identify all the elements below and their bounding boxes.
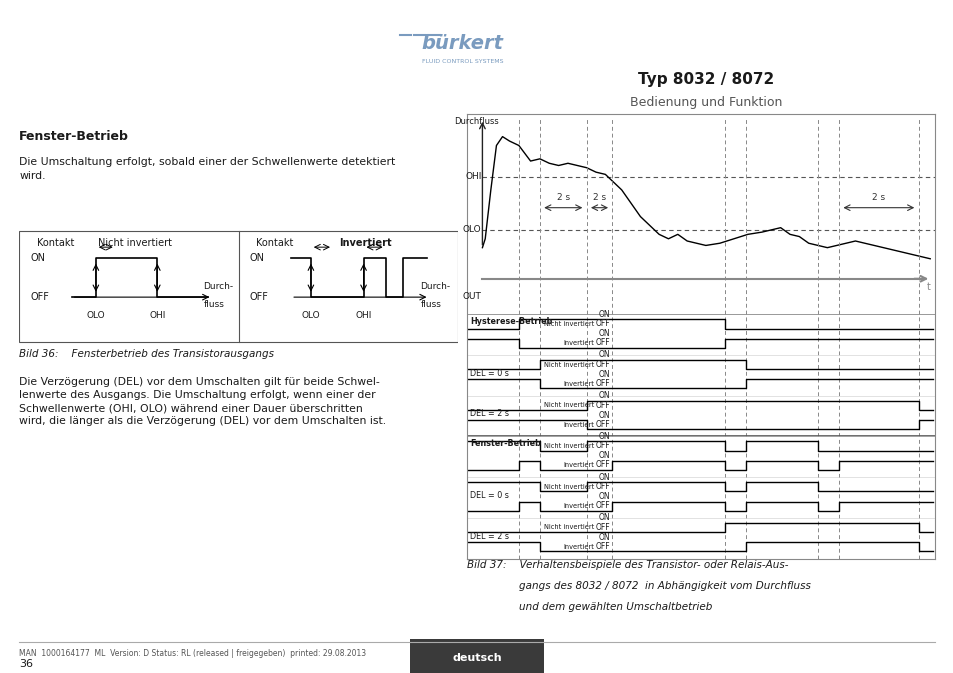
Text: OFF: OFF — [250, 292, 268, 302]
Text: ON: ON — [598, 411, 609, 420]
Text: ON: ON — [598, 310, 609, 319]
Text: OFF: OFF — [595, 400, 609, 410]
Text: OFF: OFF — [595, 379, 609, 388]
Text: Invertiert: Invertiert — [563, 462, 594, 468]
Text: Nicht invertiert: Nicht invertiert — [544, 484, 594, 490]
Text: 2 s: 2 s — [557, 192, 569, 202]
Text: OFF: OFF — [595, 339, 609, 347]
Text: Nicht invertiert: Nicht invertiert — [544, 361, 594, 367]
Text: Invertiert: Invertiert — [339, 238, 392, 248]
Text: Kontakt: Kontakt — [36, 238, 74, 248]
Text: OFF: OFF — [595, 542, 609, 551]
Text: ON: ON — [598, 370, 609, 379]
Text: FLUID CONTROL SYSTEMS: FLUID CONTROL SYSTEMS — [421, 59, 503, 63]
Text: Bild 37:    Verhaltensbeispiele des Transistor- oder Relais-Aus-: Bild 37: Verhaltensbeispiele des Transis… — [467, 560, 788, 570]
Text: OHI: OHI — [465, 172, 481, 181]
Text: ON: ON — [598, 472, 609, 482]
Text: Fenster-Betrieb: Fenster-Betrieb — [19, 130, 129, 143]
Text: DEL = 0 s: DEL = 0 s — [469, 369, 508, 378]
Text: Bedienung und Funktion: Bedienung und Funktion — [629, 96, 781, 108]
Text: ON: ON — [250, 253, 264, 263]
Text: gangs des 8032 / 8072  in Abhängigkeit vom Durchfluss: gangs des 8032 / 8072 in Abhängigkeit vo… — [467, 581, 810, 591]
Text: Nicht invertiert: Nicht invertiert — [544, 443, 594, 449]
Text: Die Umschaltung erfolgt, sobald einer der Schwellenwerte detektiert
wird.: Die Umschaltung erfolgt, sobald einer de… — [19, 157, 395, 180]
Text: ON: ON — [598, 513, 609, 522]
Text: 2 s: 2 s — [871, 192, 884, 202]
Text: Invertiert: Invertiert — [563, 544, 594, 550]
Text: Nicht invertiert: Nicht invertiert — [544, 402, 594, 409]
Text: Fenster-Betrieb: Fenster-Betrieb — [469, 439, 540, 448]
Text: Bild 36:    Fensterbetrieb des Transistorausgangs: Bild 36: Fensterbetrieb des Transistorau… — [19, 349, 274, 359]
Text: ON: ON — [598, 391, 609, 400]
Text: Invertiert: Invertiert — [563, 381, 594, 387]
Text: ON: ON — [30, 253, 45, 263]
Text: ON: ON — [598, 533, 609, 542]
Text: OFF: OFF — [595, 482, 609, 491]
Text: OFF: OFF — [595, 460, 609, 469]
Text: DEL = 2 s: DEL = 2 s — [469, 409, 508, 419]
Text: ON: ON — [598, 329, 609, 339]
Text: OFF: OFF — [595, 441, 609, 450]
Text: Durchfluss: Durchfluss — [454, 117, 498, 126]
Text: OFF: OFF — [595, 501, 609, 510]
Text: OHI: OHI — [149, 311, 165, 320]
Text: Nicht invertiert: Nicht invertiert — [544, 321, 594, 327]
Text: Die Verzögerung (DEL) vor dem Umschalten gilt für beide Schwel-
lenwerte des Aus: Die Verzögerung (DEL) vor dem Umschalten… — [19, 377, 386, 427]
Text: MAN  1000164177  ML  Version: D Status: RL (released | freigegeben)  printed: 29: MAN 1000164177 ML Version: D Status: RL … — [19, 649, 366, 658]
Text: und dem gewählten Umschaltbetrieb: und dem gewählten Umschaltbetrieb — [467, 602, 712, 612]
Bar — [410, 639, 543, 673]
Bar — [19, 231, 457, 342]
Text: Invertiert: Invertiert — [563, 421, 594, 427]
Text: OLO: OLO — [87, 311, 105, 320]
Text: OLO: OLO — [301, 311, 320, 320]
Text: Typ 8032 / 8072: Typ 8032 / 8072 — [638, 73, 773, 87]
Text: DEL = 0 s: DEL = 0 s — [469, 491, 508, 500]
Text: Invertiert: Invertiert — [563, 503, 594, 509]
Text: OFF: OFF — [595, 523, 609, 532]
Text: OHI: OHI — [355, 311, 372, 320]
Text: 2 s: 2 s — [593, 192, 605, 202]
Text: deutsch: deutsch — [452, 653, 501, 663]
Text: Durch-: Durch- — [420, 281, 450, 291]
Text: Durch-: Durch- — [203, 281, 233, 291]
Text: fluss: fluss — [203, 300, 224, 309]
Text: ON: ON — [598, 492, 609, 501]
Text: DEL = 2 s: DEL = 2 s — [469, 532, 508, 540]
Text: Nicht invertiert: Nicht invertiert — [544, 524, 594, 530]
Text: ON: ON — [598, 351, 609, 359]
Text: ON: ON — [598, 432, 609, 441]
Text: OFF: OFF — [30, 292, 49, 302]
Text: fluss: fluss — [420, 300, 441, 309]
Text: Hysterese-Betrieb: Hysterese-Betrieb — [469, 316, 552, 326]
Text: OLO: OLO — [462, 225, 481, 234]
Text: OFF: OFF — [595, 360, 609, 369]
Text: OUT: OUT — [462, 292, 481, 301]
Text: OFF: OFF — [595, 319, 609, 328]
Text: 36: 36 — [19, 659, 33, 669]
Text: Nicht invertiert: Nicht invertiert — [98, 238, 172, 248]
Text: OFF: OFF — [595, 420, 609, 429]
Text: t: t — [925, 282, 929, 292]
Text: Invertiert: Invertiert — [563, 340, 594, 346]
Text: bürkert: bürkert — [421, 34, 503, 53]
Text: ON: ON — [598, 452, 609, 460]
Text: Kontakt: Kontakt — [255, 238, 294, 248]
